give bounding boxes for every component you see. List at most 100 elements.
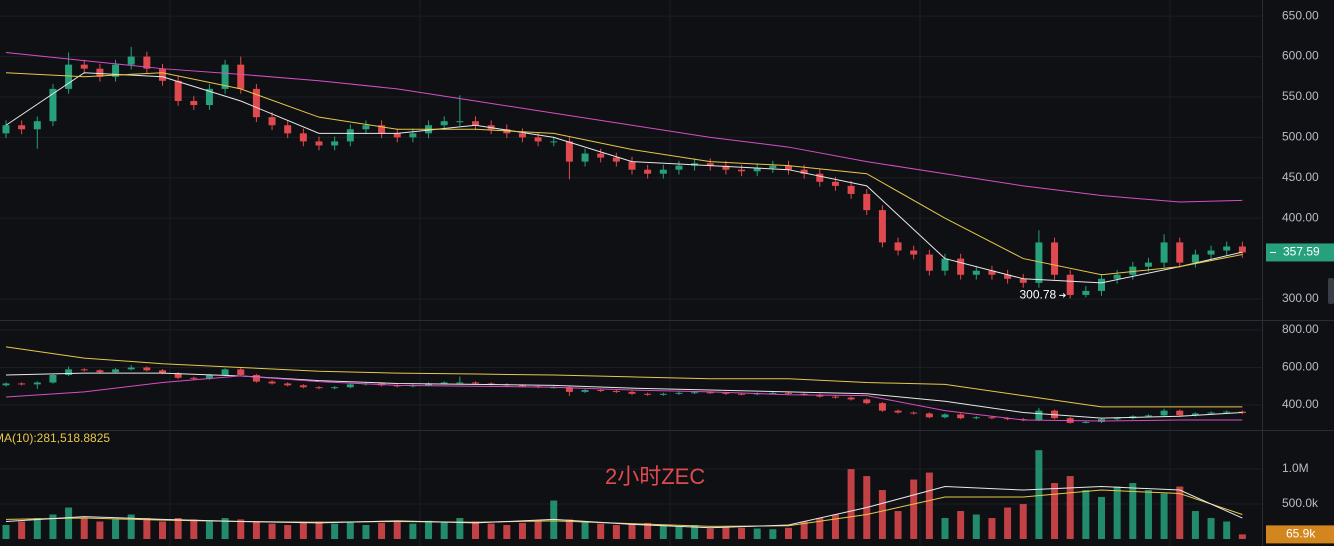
candle-body: [143, 367, 151, 371]
volume-bar: [878, 490, 886, 539]
last-price-tag: [1266, 243, 1334, 262]
candle-body: [299, 133, 307, 142]
candle-body: [252, 375, 260, 382]
candle-body: [393, 133, 401, 138]
candle-body: [1207, 412, 1215, 414]
volume-bar: [112, 519, 120, 539]
candle-body: [49, 88, 57, 122]
volume-bar: [831, 514, 839, 539]
volume-bar: [722, 527, 730, 539]
candle-body: [644, 393, 652, 395]
candle-body: [878, 210, 886, 243]
candle-body: [565, 387, 573, 392]
candle-body: [487, 383, 495, 385]
scroll-handle[interactable]: [1328, 278, 1334, 304]
y-tick-label: 500.0k: [1282, 496, 1319, 510]
volume-bar: [237, 519, 245, 539]
candle-body: [1051, 242, 1059, 275]
candle-body: [706, 163, 714, 166]
candle-body: [1238, 411, 1246, 413]
volume-bar: [1191, 511, 1199, 539]
volume-bar: [440, 522, 448, 539]
candle-body: [346, 129, 354, 142]
y-tick-label: 400.00: [1282, 397, 1319, 411]
candle-body: [597, 390, 605, 392]
candle-body: [190, 101, 198, 106]
candle-body: [831, 181, 839, 186]
candle-body: [331, 387, 339, 389]
candle-body: [221, 369, 229, 375]
candle-body: [1191, 254, 1199, 263]
volume-bar: [925, 472, 933, 539]
candle-body: [722, 392, 730, 394]
volume-bar: [581, 521, 589, 539]
volume-bar: [644, 522, 652, 539]
volume-bar: [33, 518, 41, 539]
candle-body: [816, 173, 824, 182]
volume-bar: [1035, 450, 1043, 539]
candle-body: [1207, 250, 1215, 255]
ma-line: [5, 375, 1243, 422]
y-tick-label: 550.00: [1282, 89, 1319, 103]
candle-body: [612, 157, 620, 162]
volume-bar: [816, 518, 824, 539]
ma-line: [5, 346, 1243, 408]
volume-bar: [941, 518, 949, 539]
candle-body: [268, 381, 276, 384]
volume-bar: [1207, 518, 1215, 539]
candle-body: [910, 250, 918, 255]
watermark: 2小时ZEC: [605, 464, 705, 489]
candle-body: [1004, 274, 1012, 279]
candle-body: [1144, 415, 1152, 417]
candle-body: [941, 258, 949, 271]
candle-body: [785, 165, 792, 170]
ma-line: [5, 52, 1243, 203]
price-pane: 300.78: [2, 46, 1246, 302]
axis: 300.00 400.00 450.00 500.00 550.00 600.00 650.…: [1266, 8, 1334, 544]
volume-bar: [1144, 490, 1152, 539]
candle-body: [894, 242, 902, 251]
candle-body: [534, 137, 542, 142]
volume-bar: [1004, 507, 1012, 539]
candle-body: [65, 369, 73, 375]
candle-body: [299, 385, 307, 388]
candle-body: [205, 88, 213, 106]
candle-body: [816, 394, 824, 397]
volume-bar: [753, 528, 761, 539]
candle-body: [18, 125, 26, 130]
volume-bar: [472, 521, 479, 539]
volume-bar: [691, 525, 699, 539]
volume-bar: [221, 518, 229, 539]
volume-bar: [362, 525, 370, 539]
volume-bar: [393, 521, 401, 539]
candle-body: [33, 382, 41, 385]
candle-body: [785, 392, 792, 394]
candle-body: [706, 392, 714, 394]
candle-body: [659, 393, 667, 395]
last-volume-label: 65.9k: [1286, 527, 1316, 541]
last-volume-tag: [1266, 525, 1334, 544]
candle-body: [1129, 266, 1137, 275]
candle-body: [65, 64, 73, 89]
candle-body: [581, 153, 589, 162]
volume-bar: [972, 514, 980, 539]
candle-body: [675, 165, 683, 170]
volume-bar: [96, 521, 104, 539]
volume-bar: [738, 527, 746, 539]
candle-body: [205, 375, 213, 379]
candle-body: [925, 413, 933, 418]
candle-body: [847, 397, 855, 400]
candle-body: [941, 414, 949, 418]
volume-bar: [127, 514, 135, 539]
candle-body: [1113, 274, 1121, 279]
candle-body: [628, 161, 636, 170]
y-tick-label: 600.00: [1282, 360, 1319, 374]
candle-body: [1035, 410, 1043, 421]
ma-line: [5, 72, 1243, 284]
volume-bar: [80, 518, 88, 539]
candle-body: [18, 383, 26, 385]
volume-bar: [346, 522, 354, 539]
y-tick-label: 450.00: [1282, 170, 1319, 184]
candle-body: [49, 375, 57, 383]
candle-body: [1191, 413, 1199, 416]
